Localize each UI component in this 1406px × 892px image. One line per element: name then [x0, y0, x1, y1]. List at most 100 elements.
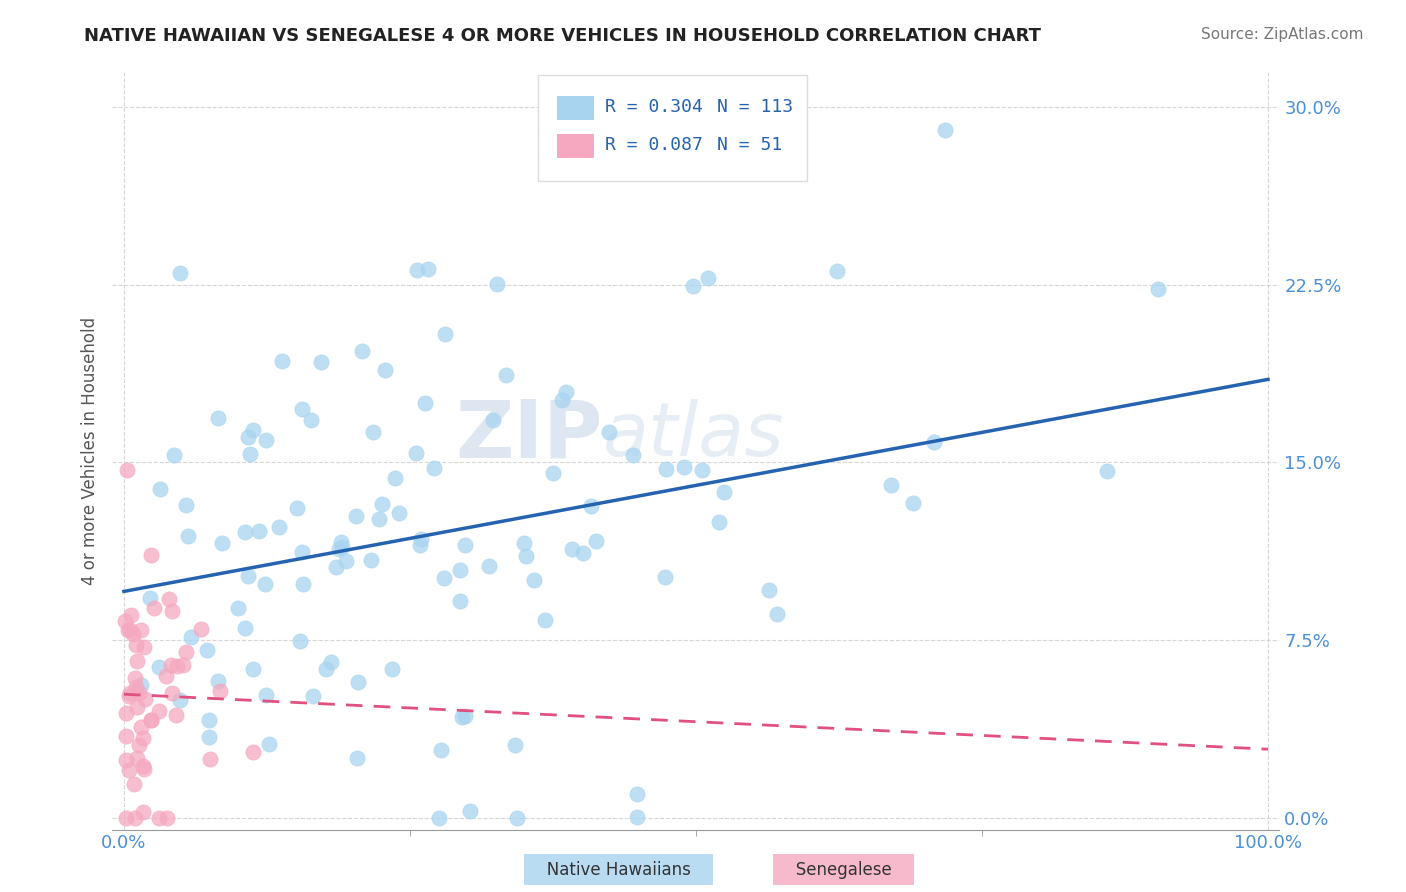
Point [361, 425, 384, 439]
Text: ZIP: ZIP [456, 396, 603, 475]
Point [129, 623, 152, 637]
Point [190, 623, 212, 637]
Point [131, 678, 153, 692]
Point [319, 655, 342, 669]
Point [485, 277, 508, 292]
Point [131, 720, 153, 734]
Point [682, 278, 704, 293]
Point [655, 462, 678, 476]
Point [160, 604, 183, 618]
Point [180, 630, 202, 644]
Point [157, 591, 180, 606]
Point [132, 805, 155, 819]
Point [534, 613, 557, 627]
Point [254, 433, 277, 447]
Point [409, 532, 432, 546]
Point [176, 499, 198, 513]
Point [344, 508, 367, 523]
Point [209, 684, 232, 698]
Point [454, 538, 477, 552]
Point [149, 482, 172, 496]
Point [922, 435, 945, 450]
Point [148, 811, 170, 825]
Point [292, 576, 315, 591]
Point [253, 577, 276, 591]
Point [134, 692, 156, 706]
Point [388, 506, 411, 520]
Point [330, 534, 353, 549]
Point [143, 601, 166, 615]
Point [515, 549, 537, 563]
Point [302, 689, 325, 703]
Point [174, 645, 197, 659]
Point [543, 466, 565, 480]
Point [352, 343, 374, 358]
Point [347, 675, 370, 690]
Point [621, 448, 644, 462]
Point [503, 739, 526, 753]
Point [139, 713, 162, 727]
Point [207, 411, 229, 425]
Point [125, 654, 148, 668]
Point [239, 447, 262, 461]
Point [427, 811, 450, 825]
Point [477, 559, 499, 574]
Point [405, 446, 427, 460]
Point [555, 384, 578, 399]
Point [198, 730, 221, 744]
Point [368, 512, 391, 526]
Point [127, 751, 149, 765]
Point [328, 541, 350, 556]
Text: Source: ZipAtlas.com: Source: ZipAtlas.com [1201, 27, 1364, 42]
Point [267, 520, 290, 534]
Point [934, 123, 956, 137]
Point [579, 500, 602, 514]
Point [134, 762, 156, 776]
Point [690, 463, 713, 477]
FancyBboxPatch shape [538, 75, 807, 181]
Point [233, 621, 256, 635]
Text: NATIVE HAWAIIAN VS SENEGALESE 4 OR MORE VEHICLES IN HOUSEHOLD CORRELATION CHART: NATIVE HAWAIIAN VS SENEGALESE 4 OR MORE … [84, 27, 1042, 45]
Point [207, 674, 229, 689]
Point [177, 529, 200, 543]
Point [381, 662, 404, 676]
Point [449, 563, 471, 577]
Point [346, 750, 368, 764]
Point [160, 686, 183, 700]
Point [416, 262, 439, 277]
Point [163, 448, 186, 462]
Point [166, 659, 188, 673]
Point [1095, 465, 1118, 479]
Point [506, 811, 529, 825]
Y-axis label: 4 or more Vehicles in Household: 4 or more Vehicles in Household [80, 317, 98, 584]
Point [200, 752, 222, 766]
Point [309, 355, 332, 369]
Point [374, 363, 396, 377]
Point [115, 754, 138, 768]
Point [513, 536, 536, 550]
Text: Native Hawaiians: Native Hawaiians [531, 861, 706, 879]
FancyBboxPatch shape [557, 134, 595, 158]
Point [115, 811, 138, 825]
Point [270, 354, 292, 368]
Point [242, 662, 264, 676]
Point [148, 704, 170, 718]
Point [454, 709, 477, 723]
Point [325, 560, 347, 574]
Point [118, 689, 141, 703]
Point [120, 608, 142, 623]
Point [291, 545, 314, 559]
Point [901, 496, 924, 510]
Point [713, 485, 735, 500]
Point [458, 804, 481, 818]
Point [156, 811, 179, 825]
Point [139, 591, 162, 605]
Point [117, 624, 139, 638]
Point [124, 811, 146, 825]
FancyBboxPatch shape [557, 95, 595, 120]
Point [482, 413, 505, 427]
Point [128, 738, 150, 752]
Text: R = 0.304: R = 0.304 [605, 98, 703, 116]
Point [254, 688, 277, 702]
Point [585, 534, 607, 549]
